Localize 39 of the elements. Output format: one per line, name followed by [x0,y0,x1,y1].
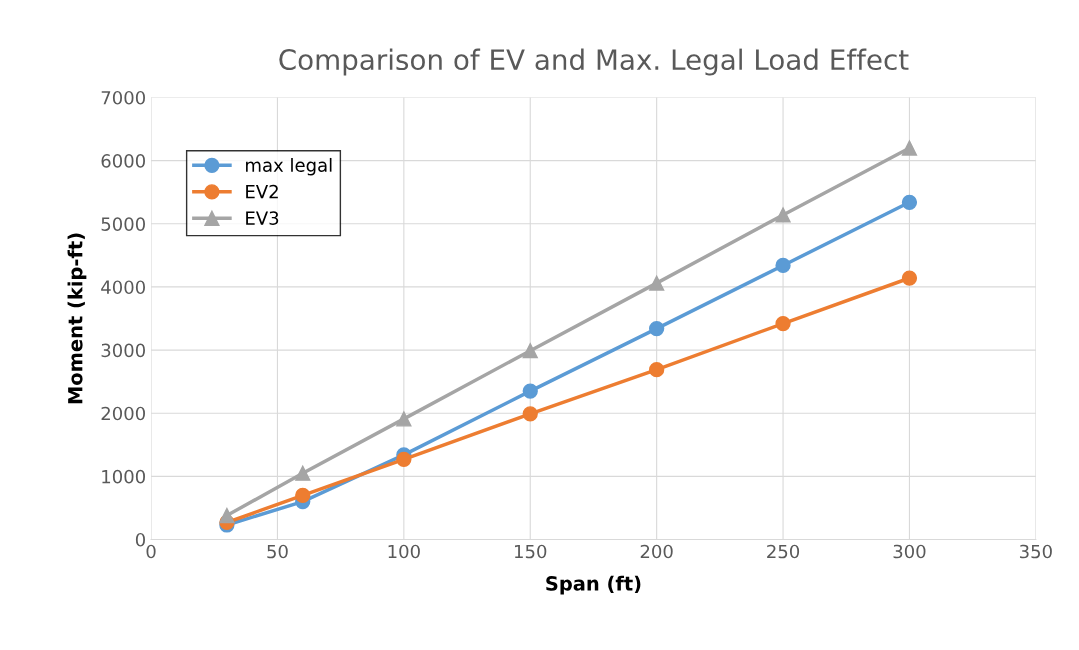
x-tick-label: 150 [515,544,547,559]
legend-label: EV3 [246,211,279,225]
point [396,451,412,467]
point [219,507,235,524]
y-tick-label: 1000 [102,469,145,484]
y-tick-label: 0 [135,532,145,547]
point [901,194,918,210]
point [649,362,665,378]
point [522,406,538,422]
point [901,270,918,286]
point [901,140,918,156]
point [396,411,412,427]
point [522,383,538,399]
y-tick-label: 6000 [101,154,145,168]
point [649,275,665,291]
legend-label: max legal [246,157,332,176]
point [522,343,538,359]
legend-label: EV2 [246,184,278,199]
y-tick-label: 2000 [101,406,145,421]
x-tick-label: 100 [388,544,420,559]
point [775,315,791,332]
y-tick-label: 7000 [101,90,145,105]
x-tick-label: 250 [767,544,800,559]
chart-title: Comparison of EV and Max. Legal Load Effect [279,48,909,76]
point [775,207,791,223]
x-tick-label: 350 [1019,544,1052,559]
x-tick-label: 0 [146,544,156,559]
y-tick-label: 4000 [101,280,145,295]
y-tick-label: 3000 [101,343,145,358]
x-tick-label: 200 [640,544,673,559]
point [295,465,311,481]
point [775,257,791,274]
x-axis-title: Span (ft) [546,575,641,595]
x-tick-label: 300 [893,544,926,559]
x-tick-label: 50 [267,544,288,559]
point [295,487,311,503]
point [649,320,665,337]
y-axis-title: Moment (kip-ft) [67,233,87,404]
y-tick-label: 5000 [101,217,145,231]
